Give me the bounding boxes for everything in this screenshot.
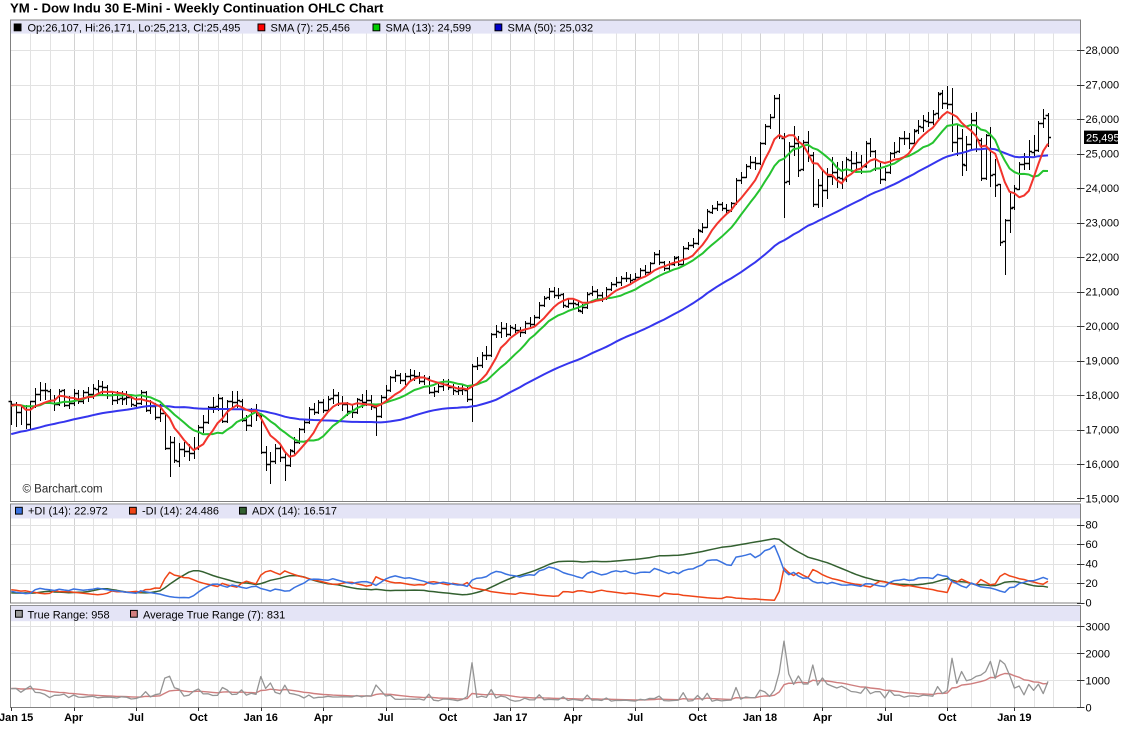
svg-text:Jul: Jul xyxy=(128,712,144,724)
svg-text:Apr: Apr xyxy=(563,712,583,724)
svg-text:Oct: Oct xyxy=(688,712,707,724)
svg-text:Op:26,107, Hi:26,171, Lo:25,21: Op:26,107, Hi:26,171, Lo:25,213, Cl:25,4… xyxy=(28,23,241,35)
svg-text:Jan 16: Jan 16 xyxy=(244,712,278,724)
svg-text:ADX (14): 16.517: ADX (14): 16.517 xyxy=(252,506,337,518)
svg-text:40: 40 xyxy=(1086,559,1098,571)
svg-text:Jan 17: Jan 17 xyxy=(493,712,527,724)
svg-text:Jul: Jul xyxy=(378,712,394,724)
svg-text:25,495: 25,495 xyxy=(1086,132,1120,144)
svg-text:-DI (14): 24.486: -DI (14): 24.486 xyxy=(142,506,219,518)
svg-text:20: 20 xyxy=(1086,578,1098,590)
svg-text:25,000: 25,000 xyxy=(1086,149,1120,161)
svg-text:SMA (13): 24,599: SMA (13): 24,599 xyxy=(386,23,472,35)
svg-text:22,000: 22,000 xyxy=(1086,252,1120,264)
svg-text:28,000: 28,000 xyxy=(1086,45,1120,57)
svg-text:17,000: 17,000 xyxy=(1086,425,1120,437)
svg-text:2000: 2000 xyxy=(1086,648,1110,660)
svg-text:16,000: 16,000 xyxy=(1086,459,1120,471)
svg-text:3000: 3000 xyxy=(1086,621,1110,633)
svg-text:15,000: 15,000 xyxy=(1086,494,1120,506)
svg-text:Jan 18: Jan 18 xyxy=(743,712,777,724)
svg-text:True Range: 958: True Range: 958 xyxy=(28,610,110,622)
svg-text:Oct: Oct xyxy=(189,712,208,724)
svg-text:YM - Dow Indu 30 E-Mini - Week: YM - Dow Indu 30 E-Mini - Weekly Continu… xyxy=(10,1,384,16)
svg-text:Apr: Apr xyxy=(813,712,833,724)
svg-text:Jan 15: Jan 15 xyxy=(0,712,33,724)
svg-text:23,000: 23,000 xyxy=(1086,218,1120,230)
svg-text:24,000: 24,000 xyxy=(1086,183,1120,195)
svg-text:Jan 19: Jan 19 xyxy=(997,712,1031,724)
svg-text:Jul: Jul xyxy=(877,712,893,724)
svg-text:0: 0 xyxy=(1086,702,1092,714)
svg-text:Apr: Apr xyxy=(64,712,84,724)
svg-text:20,000: 20,000 xyxy=(1086,321,1120,333)
svg-text:Oct: Oct xyxy=(439,712,458,724)
svg-text:Apr: Apr xyxy=(314,712,334,724)
svg-text:Average True Range (7): 831: Average True Range (7): 831 xyxy=(143,610,285,622)
svg-text:0: 0 xyxy=(1086,598,1092,610)
svg-text:26,000: 26,000 xyxy=(1086,114,1120,126)
svg-text:80: 80 xyxy=(1086,520,1098,532)
svg-text:+DI (14): 22.972: +DI (14): 22.972 xyxy=(28,506,108,518)
svg-text:SMA (7): 25,456: SMA (7): 25,456 xyxy=(271,23,351,35)
svg-text:27,000: 27,000 xyxy=(1086,80,1120,92)
svg-text:1000: 1000 xyxy=(1086,675,1110,687)
svg-text:18,000: 18,000 xyxy=(1086,390,1120,402)
svg-text:19,000: 19,000 xyxy=(1086,356,1120,368)
svg-text:Oct: Oct xyxy=(938,712,957,724)
svg-text:Jul: Jul xyxy=(627,712,643,724)
svg-text:© Barchart.com: © Barchart.com xyxy=(23,483,103,495)
svg-text:SMA (50): 25,032: SMA (50): 25,032 xyxy=(508,23,594,35)
svg-text:21,000: 21,000 xyxy=(1086,287,1120,299)
svg-text:60: 60 xyxy=(1086,539,1098,551)
